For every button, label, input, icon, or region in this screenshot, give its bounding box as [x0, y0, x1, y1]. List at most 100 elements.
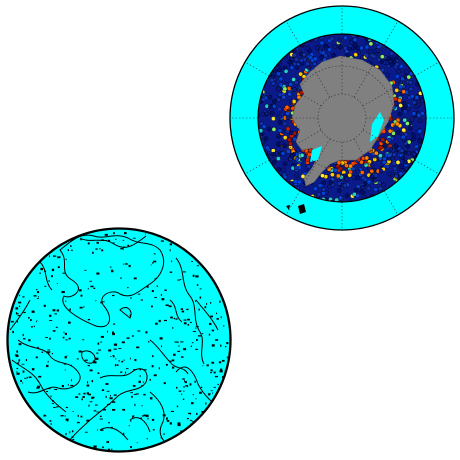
point	[272, 159, 277, 165]
coast-fragment	[16, 313, 19, 315]
coast-fragment	[19, 295, 21, 297]
point	[391, 161, 397, 166]
point	[369, 168, 375, 174]
point	[353, 187, 359, 193]
coast-fragment	[69, 308, 71, 311]
point	[277, 113, 283, 119]
coast-fragment	[130, 446, 132, 448]
point	[319, 40, 325, 46]
point	[397, 111, 403, 117]
point	[360, 175, 366, 181]
point	[409, 117, 415, 122]
coast-fragment	[100, 335, 104, 338]
point	[316, 191, 322, 197]
coast-fragment	[195, 275, 199, 278]
coast-fragment	[57, 256, 60, 259]
point	[294, 57, 299, 62]
coast-fragment	[31, 326, 33, 328]
coast-fragment	[132, 335, 134, 337]
point	[317, 183, 323, 188]
point	[384, 164, 390, 169]
point	[359, 170, 365, 175]
point	[333, 167, 338, 173]
coast-fragment	[79, 289, 82, 292]
coast-fragment	[46, 391, 48, 392]
point	[292, 87, 297, 92]
coast-fragment	[79, 239, 83, 241]
coast-fragment	[196, 339, 198, 341]
coast-fragment	[63, 363, 66, 365]
point	[398, 84, 404, 90]
point	[298, 71, 303, 77]
coast-fragment	[113, 323, 116, 325]
coast-fragment	[173, 317, 176, 320]
coast-fragment	[66, 355, 68, 357]
coast-fragment	[91, 380, 94, 383]
point	[320, 173, 325, 178]
coast-fragment	[113, 394, 117, 396]
coast-fragment	[102, 446, 104, 449]
point	[329, 36, 335, 42]
point	[386, 152, 392, 158]
point	[372, 157, 378, 162]
coast-fragment	[128, 425, 130, 427]
coast-fragment	[100, 341, 102, 343]
coast-fragment	[132, 237, 136, 239]
coast-fragment	[52, 309, 56, 312]
point	[355, 169, 361, 174]
coast-fragment	[199, 296, 202, 299]
coast-fragment	[49, 337, 51, 340]
coast-fragment	[163, 319, 167, 322]
coast-fragment	[40, 267, 44, 271]
point	[297, 179, 302, 185]
point	[336, 188, 342, 193]
coast-fragment	[151, 305, 153, 308]
point	[378, 153, 383, 158]
point	[345, 52, 350, 58]
coast-fragment	[112, 332, 115, 336]
coast-fragment	[182, 378, 185, 380]
coast-fragment	[217, 383, 219, 385]
point	[293, 80, 299, 85]
coast-fragment	[49, 420, 52, 422]
ice-shelf	[370, 112, 384, 142]
point	[390, 122, 396, 128]
coast-fragment	[48, 280, 50, 282]
coast-fragment	[101, 249, 104, 252]
point	[344, 193, 350, 198]
coast-fragment	[175, 318, 178, 320]
coast-fragment	[171, 260, 173, 263]
coast-fragment	[211, 344, 215, 347]
point	[393, 143, 399, 149]
coast-fragment	[70, 245, 72, 247]
coast-fragment	[125, 371, 127, 374]
coast-fragment	[44, 285, 47, 287]
coast-fragment	[158, 367, 160, 370]
coast-fragment	[97, 372, 100, 374]
coast-fragment	[176, 341, 179, 343]
point	[394, 74, 400, 79]
point	[292, 52, 297, 58]
point	[347, 172, 353, 178]
coast-fragment	[215, 325, 217, 328]
coast-fragment	[170, 410, 174, 412]
coast-fragment	[163, 433, 165, 435]
coast-fragment	[96, 411, 100, 413]
coast-fragment	[143, 414, 146, 416]
coast-fragment	[114, 364, 116, 367]
point	[367, 49, 373, 54]
point	[336, 181, 342, 186]
point	[387, 137, 392, 143]
point	[270, 73, 276, 79]
coast-fragment	[47, 349, 50, 351]
coast-fragment	[154, 278, 156, 280]
coast-fragment	[208, 333, 211, 336]
coast-fragment	[17, 362, 20, 364]
coast-fragment	[100, 301, 103, 304]
point	[282, 143, 288, 148]
coast-fragment	[183, 386, 185, 388]
coast-fragment	[20, 379, 22, 382]
point	[400, 76, 405, 82]
coast-fragment	[210, 315, 213, 318]
meridian	[414, 159, 440, 175]
